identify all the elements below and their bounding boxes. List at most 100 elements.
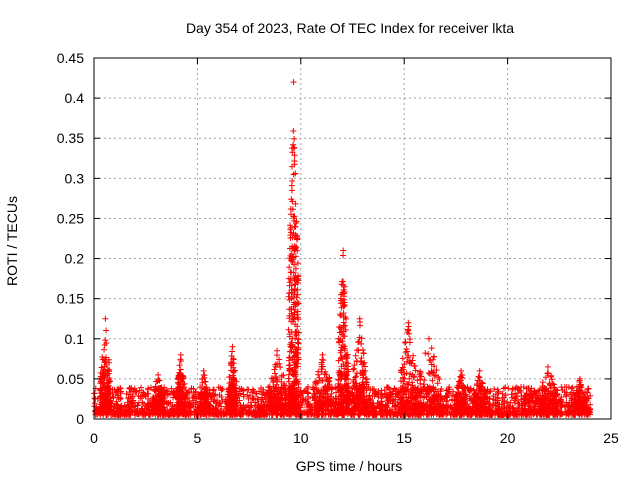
data-point [341,283,348,290]
data-point [246,408,253,415]
data-point [268,397,275,404]
data-point [175,376,182,383]
data-point [101,346,108,353]
data-point [520,384,527,391]
data-point [335,376,342,383]
data-point [500,404,507,411]
data-point [428,361,435,368]
data-point [250,395,257,402]
data-point [515,404,522,411]
data-point [160,389,167,396]
data-point [579,407,586,414]
data-point [353,380,360,387]
data-point [230,355,237,362]
data-point [357,392,364,399]
data-point [417,411,424,418]
x-tick-label: 10 [293,430,309,446]
data-point [414,393,421,400]
plot-frame [93,57,612,420]
data-point [316,404,323,411]
data-point [97,378,104,385]
data-point [444,405,451,412]
data-point [233,398,240,405]
data-point [412,367,419,374]
data-point [557,403,564,410]
data-point [326,381,333,388]
data-point [288,318,295,325]
data-point [414,377,421,384]
data-point [261,411,268,418]
data-point [457,399,464,406]
data-point [295,340,302,347]
data-point [398,400,405,407]
data-point [459,406,466,413]
data-point [230,407,237,414]
data-point [216,400,223,407]
data-point [290,127,297,134]
data-point [105,385,112,392]
data-point [479,404,486,411]
data-point [571,393,578,400]
data-point [405,319,412,326]
data-point [378,401,385,408]
data-point [408,393,415,400]
data-point [293,328,300,335]
data-point [226,390,233,397]
data-point [338,363,345,370]
y-tick-label: 0.1 [65,331,85,347]
data-point [434,400,441,407]
data-point [542,393,549,400]
data-point [500,399,507,406]
data-point [540,399,547,406]
data-point [426,394,433,401]
data-point [343,403,350,410]
data-point [363,376,370,383]
data-point [411,363,418,370]
data-point [516,387,523,394]
data-point [336,323,343,330]
data-point [174,407,181,414]
data-point [291,152,298,159]
data-point [176,373,183,380]
data-point [286,296,293,303]
data-point [461,394,468,401]
data-point [557,398,564,405]
data-point [147,384,154,391]
data-point [290,372,297,379]
data-point [500,385,507,392]
data-point [244,386,251,393]
data-point [285,326,292,333]
data-point [491,385,498,392]
data-point [178,388,185,395]
data-point [248,399,255,406]
data-point [292,231,299,238]
data-point [129,393,136,400]
data-point [488,411,495,418]
data-point [319,407,326,414]
data-point [237,390,244,397]
data-point [247,392,254,399]
data-point [443,393,450,400]
data-point [292,170,299,177]
axis-tick-labels: 0 5 10 15 20 2500.050.10.150.20.250.30.350.40… [57,50,619,446]
data-point [203,394,210,401]
data-point [407,371,414,378]
data-point [294,339,301,346]
data-point [481,391,488,398]
data-point [338,347,345,354]
data-point [105,356,112,363]
data-point [352,402,359,409]
data-point [294,379,301,386]
data-point [219,385,226,392]
data-point [422,388,429,395]
data-point [487,388,494,395]
data-point [295,273,302,280]
data-point [337,312,344,319]
data-point [339,389,346,396]
data-point [405,330,412,337]
data-point [363,405,370,412]
data-point [445,389,452,396]
data-point [344,363,351,370]
data-point [394,410,401,417]
